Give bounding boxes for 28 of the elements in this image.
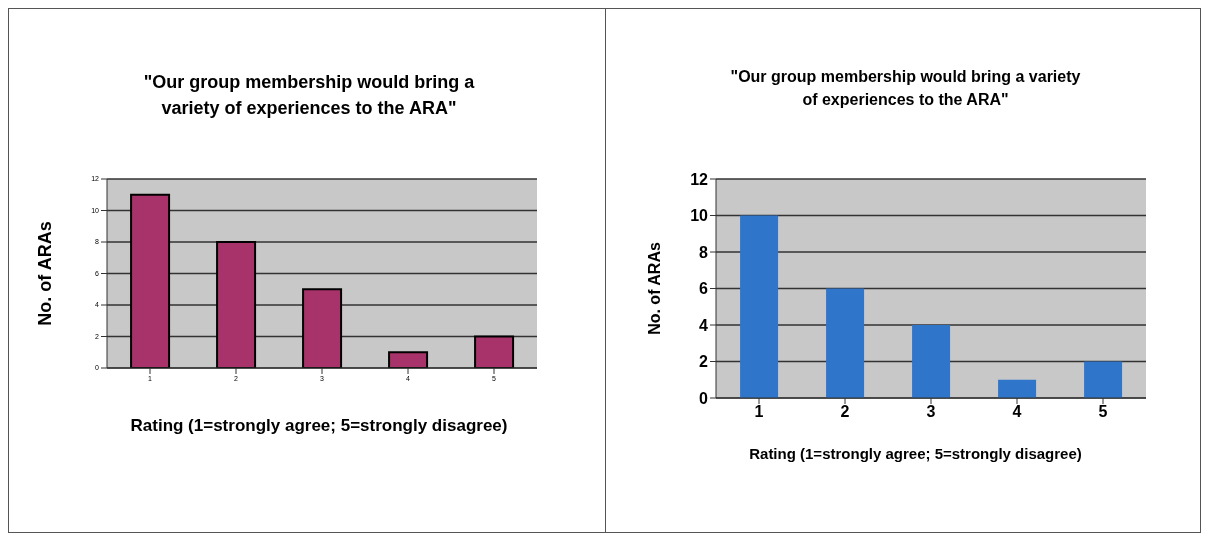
x-axis-title: Rating (1=strongly agree; 5=strongly disagree) <box>129 415 509 437</box>
y-tick-label: 6 <box>698 280 708 298</box>
bar <box>216 241 257 368</box>
y-axis-title: No. of ARAs <box>35 221 56 326</box>
x-tick-label: 3 <box>926 403 936 421</box>
bar <box>1083 361 1122 398</box>
y-tick-label: 2 <box>698 353 708 371</box>
y-tick-label: 0 <box>698 389 708 407</box>
y-tick-label: 8 <box>698 243 708 261</box>
chart-title: "Our group membership would bring a variety of experiences to the ARA" <box>729 67 1082 111</box>
bar <box>911 325 950 398</box>
x-tick-label: 4 <box>1012 403 1022 421</box>
y-tick-label: 10 <box>689 207 708 225</box>
x-tick-label: 1 <box>754 403 764 421</box>
x-tick-label: 5 <box>1098 403 1108 421</box>
bar <box>302 288 343 368</box>
chart-title: "Our group membership would bring a variety of experiences to the ARA" <box>142 71 476 121</box>
bar <box>997 379 1036 398</box>
bar <box>739 215 778 398</box>
bar <box>388 351 429 368</box>
bar <box>825 288 864 398</box>
y-tick-label: 12 <box>689 170 708 188</box>
y-axis-title: No. of ARAs <box>645 242 663 335</box>
y-tick-label: 4 <box>698 316 708 334</box>
bar <box>130 193 171 368</box>
bar <box>474 335 515 368</box>
x-tick-label: 2 <box>840 403 850 421</box>
x-axis-title: Rating (1=strongly agree; 5=strongly disagree) <box>748 444 1083 464</box>
